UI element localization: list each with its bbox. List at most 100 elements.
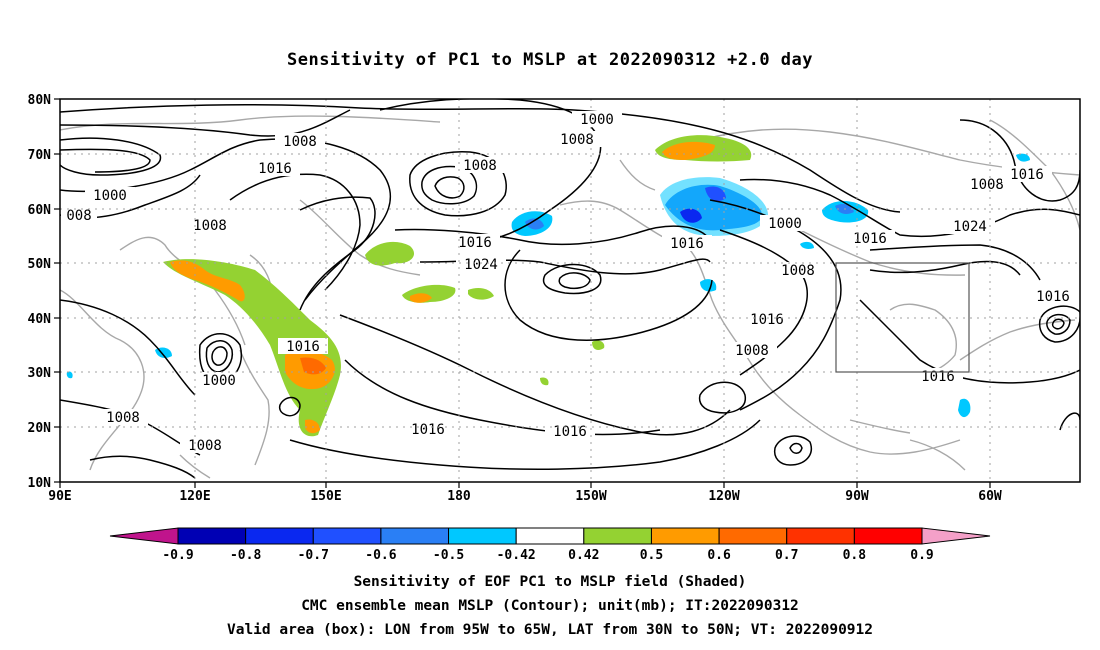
gridlines — [60, 99, 1080, 482]
contour-label-text: 1008 — [193, 218, 227, 234]
contour-label-text: 1024 — [953, 219, 987, 235]
contour-label: 008 — [61, 207, 97, 224]
lat-label: 10N — [28, 476, 52, 491]
contour-label: 1008 — [455, 157, 505, 174]
contour-label: 1016 — [545, 423, 595, 440]
contour-label-text: 1016 — [458, 235, 492, 251]
shade-blob-green — [365, 241, 415, 266]
shade-blob-green — [468, 288, 494, 300]
contour-label-text: 1008 — [106, 410, 140, 426]
shade-blob-blue — [705, 186, 726, 202]
lon-label: 150E — [310, 489, 341, 504]
shade-blob-blue — [700, 279, 717, 292]
contour-label-text: 1008 — [781, 263, 815, 279]
shade-blob-orange — [305, 419, 320, 434]
contour-label-text: 1016 — [411, 422, 445, 438]
footer-line-3: Valid area (box): LON from 95W to 65W, L… — [226, 622, 873, 638]
contour-label-text: 1000 — [93, 188, 127, 204]
map-frame — [59, 98, 1081, 483]
contour-label-text: 1016 — [258, 161, 292, 177]
shade-blob-blue — [1016, 153, 1030, 162]
contour-label: 1008 — [773, 262, 823, 279]
lat-label: 60N — [28, 203, 52, 218]
contour-label: 1008 — [98, 409, 148, 426]
colorbar-label: 0.9 — [910, 548, 933, 563]
shade-blob-blue — [800, 241, 814, 249]
contour-label-text: 1016 — [921, 369, 955, 385]
lat-label: 20N — [28, 421, 52, 436]
colorbar-label: 0.8 — [843, 548, 867, 563]
contour-label-text: 1008 — [735, 343, 769, 359]
contour-label: 1000 — [572, 111, 622, 128]
mslp-contours — [60, 99, 1080, 479]
contour-label-text: 008 — [66, 208, 91, 224]
colorbar-label: 0.7 — [775, 548, 798, 563]
lon-label: 120E — [179, 489, 210, 504]
contour-label: 1000 — [194, 372, 244, 389]
contour-label: 1008 — [185, 217, 235, 234]
contour-label: 1024 — [456, 256, 506, 273]
colorbar-segment — [718, 527, 788, 545]
contour-label-text: 1008 — [188, 438, 222, 454]
colorbar-over-triangle — [921, 527, 991, 545]
contour-label: 1008 — [962, 176, 1012, 193]
shade-blob-blue — [660, 177, 769, 236]
valid-area-box — [835, 262, 970, 373]
colorbar-segment — [583, 527, 652, 545]
shade-blob-blue — [680, 208, 702, 223]
lon-label: 150W — [575, 489, 606, 504]
lat-label: 50N — [28, 257, 52, 272]
colorbar-segment — [786, 527, 855, 545]
contour-label: 1016 — [250, 160, 300, 177]
colorbar-label: -0.42 — [497, 548, 536, 563]
shade-blob-blue — [525, 218, 544, 230]
lon-label: 60W — [978, 489, 1002, 504]
shade-blob-blue — [66, 371, 73, 379]
contour-label: 1016 — [278, 338, 328, 355]
sensitivity-shading — [66, 135, 1030, 437]
shade-blob-green — [540, 377, 549, 386]
footer-line-2: CMC ensemble mean MSLP (Contour); unit(m… — [301, 598, 799, 614]
contour-label-text: 1008 — [560, 132, 594, 148]
contour-label: 1016 — [662, 235, 712, 252]
colorbar-segment — [515, 527, 585, 545]
shade-blob-blue — [958, 398, 971, 418]
contour-label-text: 1024 — [464, 257, 498, 273]
contour-label-text: 1000 — [202, 373, 236, 389]
contour-label-text: 1000 — [768, 216, 802, 232]
map-content: 1000 1008 1008 1000 1016 1008 1008 1024 … — [60, 99, 1080, 482]
colorbar-under-triangle — [109, 527, 179, 545]
lat-label: 30N — [28, 366, 52, 381]
contour-labels: 1000 1008 1008 1000 1016 1008 1008 1024 … — [61, 111, 1078, 454]
footer-line-1: Sensitivity of EOF PC1 to MSLP field (Sh… — [353, 574, 747, 590]
shade-blob-green — [163, 259, 341, 437]
contour-label: 1000 — [85, 187, 135, 204]
lon-label: 120W — [708, 489, 739, 504]
axis-ticks — [54, 98, 991, 488]
shade-blob-green — [592, 340, 605, 350]
colorbar-label: -0.8 — [230, 548, 261, 563]
colorbar-label: -0.9 — [162, 548, 193, 563]
colorbar-label: 0.6 — [707, 548, 731, 563]
lat-label: 80N — [28, 93, 52, 108]
contour-label: 1008 — [552, 131, 602, 148]
contour-label: 1016 — [1002, 166, 1052, 183]
lat-label: 70N — [28, 148, 52, 163]
contour-label: 1008 — [180, 437, 230, 454]
colorbar — [109, 527, 991, 545]
contour-label-text: 1016 — [1036, 289, 1070, 305]
contour-label-text: 1016 — [670, 236, 704, 252]
colorbar-segment — [853, 527, 923, 545]
shade-blob-orange — [662, 141, 715, 160]
colorbar-labels: -0.9 -0.8 -0.7 -0.6 -0.5 -0.42 0.42 0.5 0.6 0.7 0.… — [162, 548, 933, 563]
contour-label: 1008 — [275, 133, 325, 150]
contour-label-text: 1016 — [853, 231, 887, 247]
colorbar-segment — [177, 527, 247, 545]
contour-label: 1016 — [845, 230, 895, 247]
contour-label-text: 1016 — [750, 312, 784, 328]
contour-label: 1008 — [727, 342, 777, 359]
contour-label: 1016 — [403, 421, 453, 438]
contour-label: 1016 — [1028, 288, 1078, 305]
contour-label-text: 1016 — [286, 339, 320, 355]
shade-blob-orange — [170, 260, 245, 302]
